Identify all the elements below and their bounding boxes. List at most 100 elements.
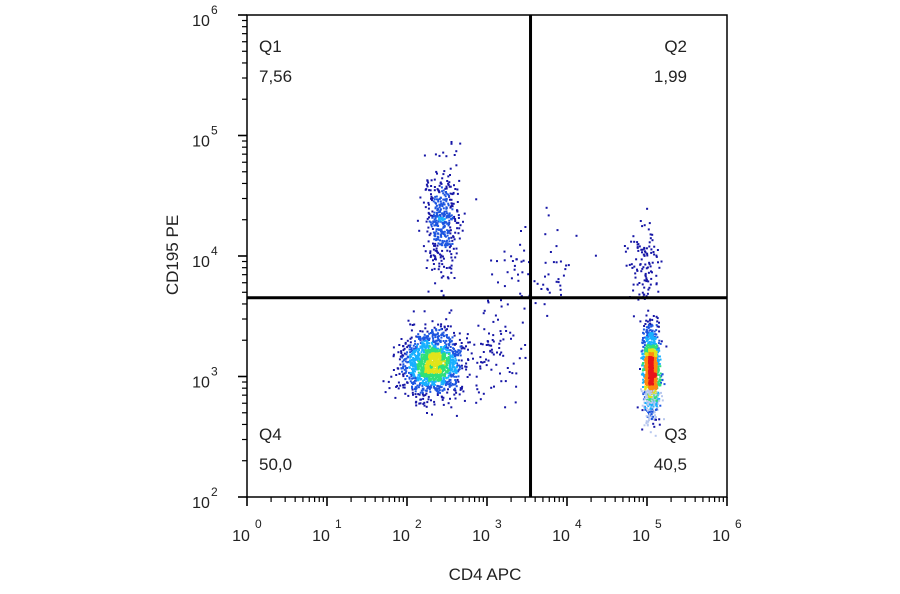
data-point (656, 372, 659, 375)
data-point (633, 240, 636, 243)
data-point (645, 356, 648, 359)
data-point (475, 375, 478, 378)
data-point (655, 364, 657, 367)
data-point (647, 411, 650, 414)
data-point (641, 369, 644, 372)
data-point (472, 357, 474, 360)
data-point (418, 384, 421, 387)
data-point (645, 382, 648, 385)
data-point (642, 362, 645, 364)
data-point (655, 282, 658, 285)
data-point (397, 381, 400, 384)
data-point (443, 244, 446, 247)
data-point (546, 287, 549, 290)
data-point (433, 198, 436, 201)
y-tick-label: 10 (192, 134, 210, 151)
data-point (657, 366, 660, 369)
data-point (655, 274, 658, 277)
data-point (647, 420, 650, 423)
data-point (524, 356, 527, 359)
data-point (483, 309, 486, 312)
data-point (430, 357, 433, 360)
data-point (445, 210, 448, 213)
data-point (452, 353, 455, 356)
data-point (555, 245, 558, 248)
x-tick-exponent: 4 (575, 517, 582, 531)
data-point (477, 391, 480, 394)
data-point (462, 390, 465, 393)
data-point (475, 198, 478, 201)
data-point (476, 361, 479, 364)
quadrant-percent: 40,5 (654, 455, 687, 474)
data-point (657, 342, 660, 345)
data-point (426, 385, 429, 388)
data-point (653, 352, 656, 355)
data-point (455, 359, 458, 362)
data-point (418, 402, 421, 405)
data-point (442, 192, 445, 195)
data-point (415, 404, 418, 407)
data-point (457, 359, 460, 362)
data-point (424, 206, 427, 209)
data-point (442, 294, 445, 297)
data-point (636, 406, 639, 409)
data-point (655, 408, 658, 411)
data-point (645, 422, 648, 424)
data-point (409, 341, 412, 344)
data-point (651, 261, 654, 264)
data-point (429, 377, 432, 380)
data-point (442, 198, 445, 201)
data-point (422, 366, 425, 369)
data-point (451, 259, 454, 262)
data-point (429, 221, 432, 224)
data-point (417, 371, 420, 374)
data-point (426, 330, 429, 333)
data-point (479, 398, 482, 401)
data-point (648, 222, 651, 225)
data-point (485, 358, 487, 361)
data-point (648, 395, 651, 398)
data-point (460, 347, 463, 350)
data-point (639, 263, 642, 266)
data-point (416, 219, 419, 222)
data-point (415, 347, 418, 350)
data-point (420, 389, 423, 392)
data-point (445, 192, 448, 195)
data-point (428, 216, 430, 219)
data-point (442, 207, 445, 210)
data-point (655, 346, 658, 348)
data-point (400, 367, 403, 370)
data-point (449, 232, 452, 235)
data-point (659, 383, 662, 386)
data-point (657, 368, 660, 371)
data-point (431, 320, 434, 323)
data-point (447, 402, 450, 405)
data-point (451, 350, 454, 353)
data-point (439, 374, 442, 377)
data-point (437, 356, 440, 359)
data-point (446, 359, 449, 362)
data-point (425, 345, 428, 348)
data-point (483, 328, 486, 331)
data-point (643, 374, 646, 376)
data-point (424, 327, 427, 330)
data-point (634, 276, 637, 279)
y-tick-exponent: 4 (211, 244, 218, 258)
data-point (437, 337, 440, 340)
data-point (432, 248, 435, 251)
data-point (430, 355, 433, 358)
data-point (450, 236, 453, 239)
data-point (450, 256, 453, 259)
data-point (625, 264, 628, 267)
data-point (428, 351, 431, 354)
data-point (644, 369, 647, 372)
data-point (419, 337, 422, 340)
data-point (643, 247, 646, 250)
data-point (647, 375, 649, 378)
data-point (429, 385, 431, 388)
data-point (648, 261, 651, 264)
x-tick-exponent: 1 (335, 517, 342, 531)
data-point (443, 234, 446, 237)
data-point (545, 206, 548, 209)
data-point (646, 335, 649, 338)
